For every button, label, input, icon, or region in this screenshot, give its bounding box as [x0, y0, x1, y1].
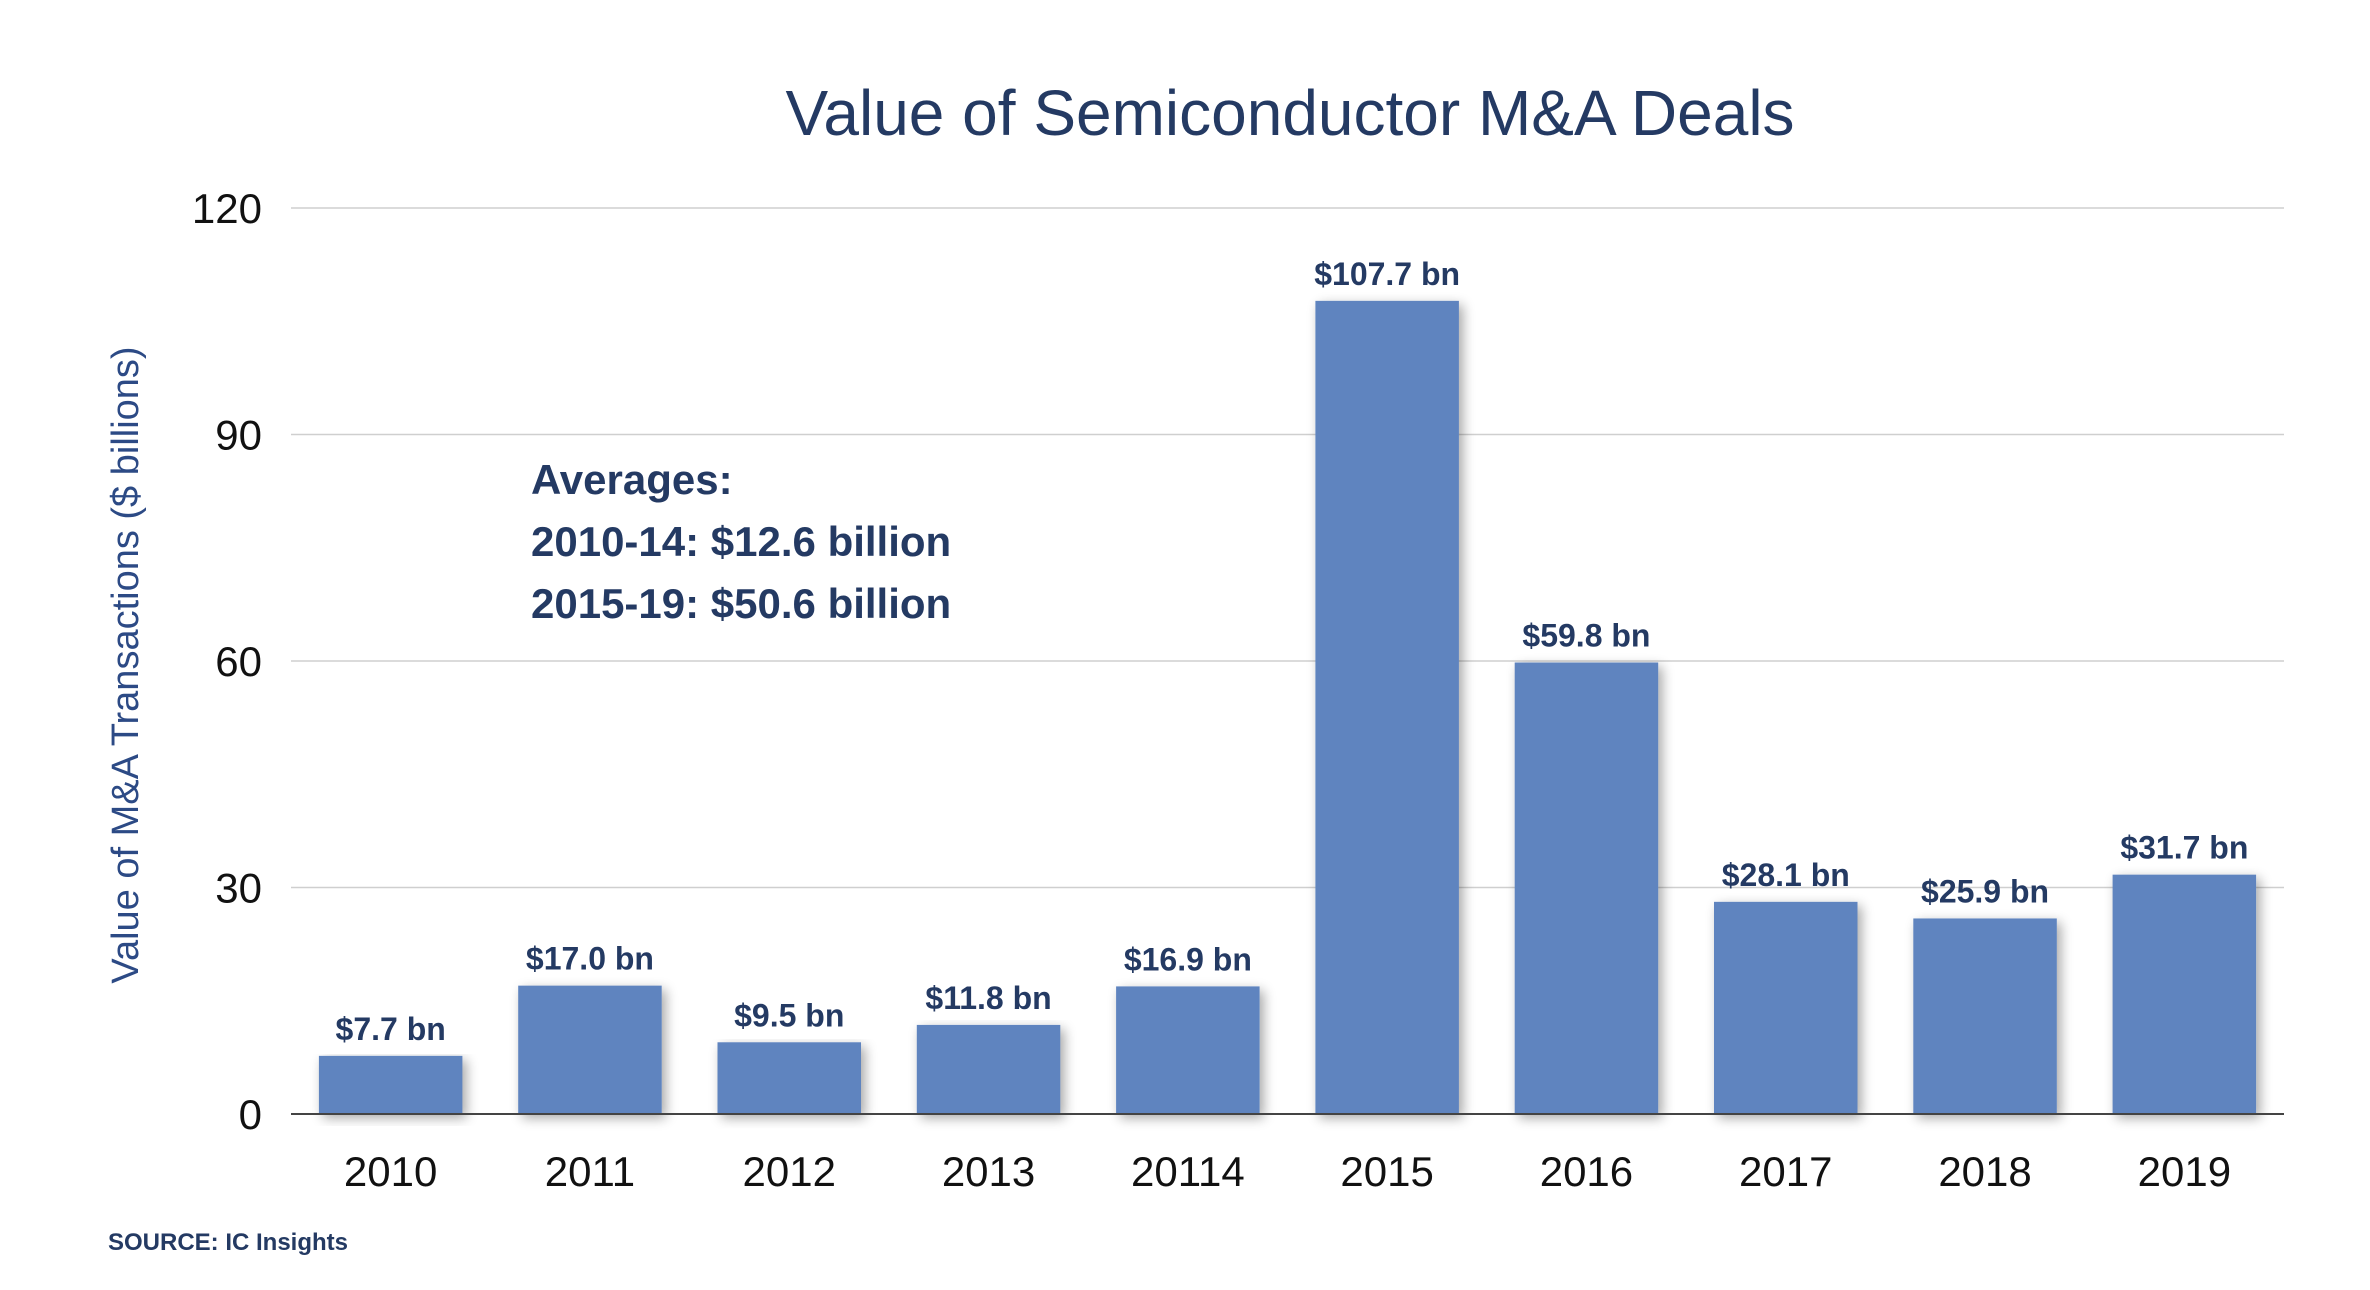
bar — [1116, 986, 1260, 1114]
y-tick-label: 0 — [239, 1091, 262, 1138]
x-category-label: 2010 — [344, 1148, 437, 1195]
bar — [518, 985, 662, 1114]
x-category-label: 2015 — [1340, 1148, 1433, 1195]
bar — [916, 1024, 1061, 1114]
y-tick-label: 30 — [215, 865, 262, 912]
bar — [717, 1042, 861, 1114]
bar — [1315, 300, 1459, 1114]
annotation-line: 2015-19: $50.6 billion — [531, 580, 951, 627]
x-category-label: 2012 — [743, 1148, 836, 1195]
y-tick-label: 60 — [215, 638, 262, 685]
x-category-label: 20114 — [1131, 1148, 1245, 1195]
bars — [318, 300, 2257, 1114]
data-label: $9.5 bn — [734, 997, 844, 1033]
x-category-label: 2017 — [1739, 1148, 1832, 1195]
bar — [2112, 874, 2257, 1114]
y-axis-ticks: 0 30 60 90 120 — [192, 185, 262, 1138]
x-category-label: 2011 — [545, 1148, 635, 1195]
data-label: $59.8 bn — [1522, 618, 1650, 654]
x-axis-categories: 2010 2011 2012 2013 20114 2015 2016 2017 2018 201… — [344, 1148, 2231, 1195]
data-label: $16.9 bn — [1124, 941, 1252, 977]
x-category-label: 2013 — [942, 1148, 1035, 1195]
data-label: $31.7 bn — [2120, 830, 2248, 866]
x-category-label: 2019 — [2138, 1148, 2231, 1195]
averages-annotation: Averages: 2010-14: $12.6 billion 2015-19… — [531, 456, 951, 627]
data-label: $28.1 bn — [1722, 857, 1850, 893]
data-label: $7.7 bn — [336, 1011, 446, 1047]
data-label: $25.9 bn — [1921, 873, 2049, 909]
y-axis-label: Value of M&A Transactions ($ billions) — [105, 346, 147, 983]
chart-title: Value of Semiconductor M&A Deals — [785, 77, 1794, 149]
annotation-line: 2010-14: $12.6 billion — [531, 518, 951, 565]
data-label: $17.0 bn — [526, 941, 654, 977]
x-category-label: 2018 — [1938, 1148, 2031, 1195]
source-note: SOURCE: IC Insights — [108, 1229, 348, 1256]
bar — [1714, 901, 1858, 1114]
data-label: $107.7 bn — [1314, 256, 1460, 292]
x-category-label: 2016 — [1540, 1148, 1633, 1195]
bar — [1913, 918, 2057, 1114]
data-label: $11.8 bn — [925, 980, 1051, 1016]
bar — [1514, 662, 1659, 1114]
y-tick-label: 90 — [215, 412, 262, 459]
annotation-line: Averages: — [531, 456, 733, 503]
gridlines — [291, 207, 2284, 889]
data-labels: $7.7 bn $17.0 bn $9.5 bn $11.8 bn $16.9 bn $1… — [336, 256, 2249, 1047]
y-tick-label: 120 — [192, 185, 262, 232]
bar — [318, 1055, 463, 1114]
